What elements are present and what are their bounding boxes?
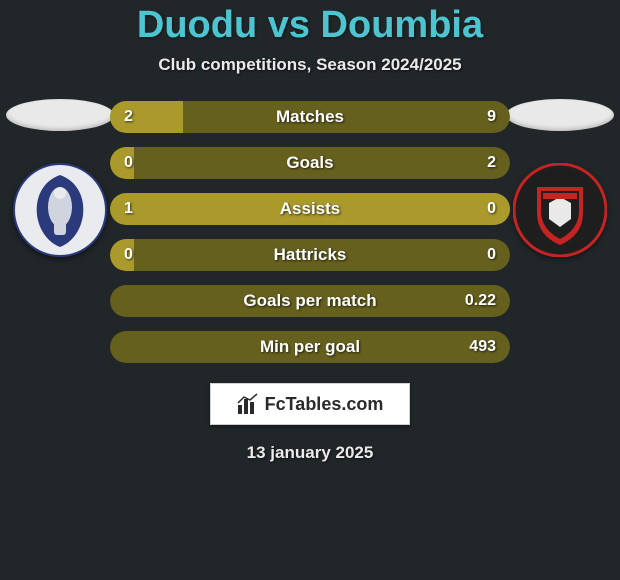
- brand-box[interactable]: FcTables.com: [210, 383, 410, 425]
- player-silhouette-left: [6, 99, 114, 131]
- stat-bar-row: 2 9 Matches: [110, 101, 510, 133]
- bar-label: Hattricks: [274, 245, 347, 265]
- stat-bars-container: 2 9 Matches 0 2 Goals 1 0 Assists 0 0 Hattricks 0.22…: [110, 101, 510, 377]
- bar-value-left: 0: [124, 154, 133, 172]
- bar-value-right: 0: [487, 246, 496, 264]
- page-title: Duodu vs Doumbia: [0, 4, 620, 47]
- bar-label: Assists: [280, 199, 340, 219]
- snapshot-date: 13 january 2025: [0, 443, 620, 463]
- bar-value-right: 2: [487, 154, 496, 172]
- stat-bar-row: 1 0 Assists: [110, 193, 510, 225]
- bar-label: Goals per match: [243, 291, 376, 311]
- apollon-crest-icon: [13, 163, 107, 257]
- stat-bar-row: 0 0 Hattricks: [110, 239, 510, 271]
- stat-bar-row: 0.22 Goals per match: [110, 285, 510, 317]
- club-crest-left: [13, 163, 107, 257]
- comparison-panel: 2 9 Matches 0 2 Goals 1 0 Assists 0 0 Hattricks 0.22…: [0, 93, 620, 373]
- bar-value-left: 1: [124, 200, 133, 218]
- brand-text: FcTables.com: [265, 394, 384, 415]
- bar-label: Matches: [276, 107, 344, 127]
- stat-bar-row: 493 Min per goal: [110, 331, 510, 363]
- bar-label: Goals: [286, 153, 333, 173]
- bar-value-right: 0: [487, 200, 496, 218]
- club-left-column: [0, 93, 120, 257]
- chart-bars-icon: [237, 393, 259, 415]
- bar-value-right: 0.22: [465, 292, 496, 310]
- bar-value-right: 493: [469, 338, 496, 356]
- page-subtitle: Club competitions, Season 2024/2025: [0, 55, 620, 75]
- bar-value-left: 2: [124, 108, 133, 126]
- club-right-column: [500, 93, 620, 257]
- club-crest-right: [513, 163, 607, 257]
- karmiotissa-crest-icon: [513, 163, 607, 257]
- bar-label: Min per goal: [260, 337, 360, 357]
- bar-value-left: 0: [124, 246, 133, 264]
- player-silhouette-right: [506, 99, 614, 131]
- bar-value-right: 9: [487, 108, 496, 126]
- stat-bar-row: 0 2 Goals: [110, 147, 510, 179]
- bar-fill: [110, 101, 183, 133]
